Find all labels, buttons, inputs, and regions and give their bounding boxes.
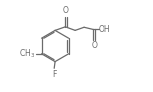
Text: F: F <box>52 70 56 79</box>
Text: OH: OH <box>99 25 110 34</box>
Text: O: O <box>91 41 97 50</box>
Text: CH$_3$: CH$_3$ <box>19 48 35 60</box>
Text: O: O <box>63 6 69 15</box>
